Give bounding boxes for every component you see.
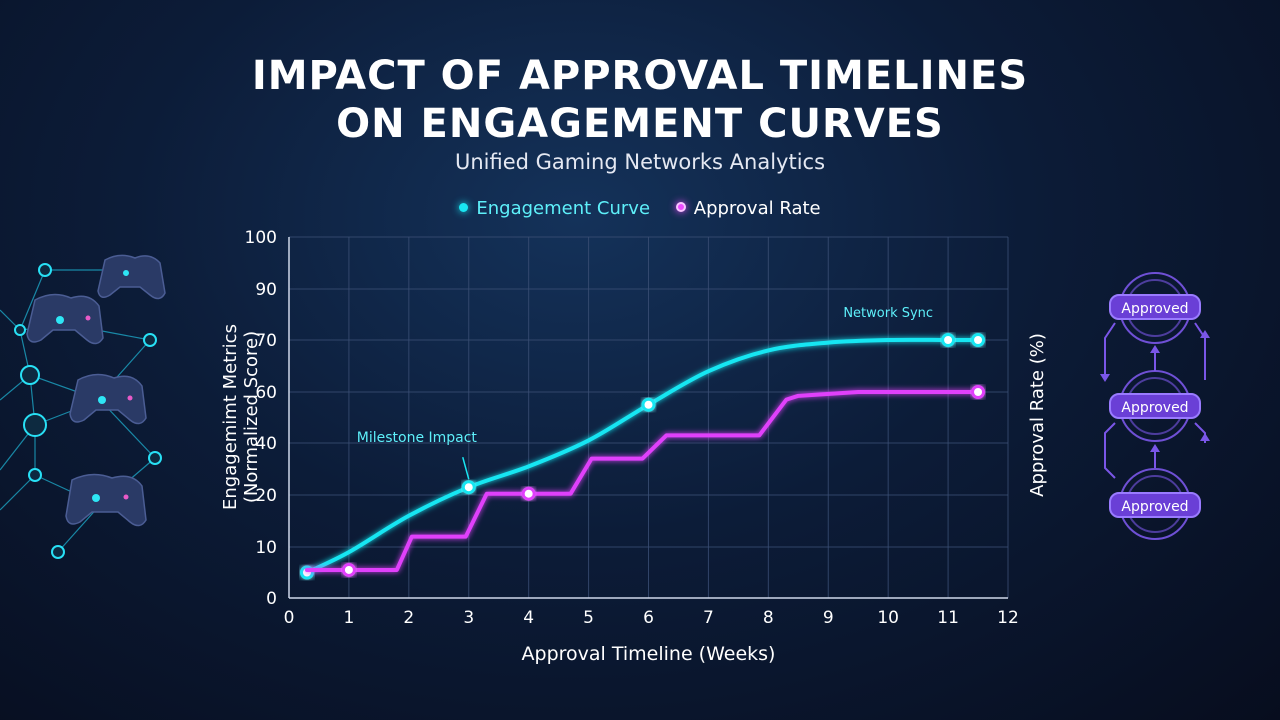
x-tick-label-10: 10: [877, 608, 899, 628]
x-axis-label: Approval Timeline (Weeks): [522, 643, 776, 665]
y-axis-label-right: Approval Rate (%): [1027, 333, 1048, 497]
approved-badge-3: Approved: [1109, 492, 1201, 518]
annotation-pointer-milestone: [462, 457, 470, 480]
y-tick-label-40: 40: [255, 434, 277, 454]
y-axis-label-left-line-2: (Normalized Score): [241, 331, 262, 503]
annotation-milestone-impact: Milestone Impact: [357, 430, 478, 446]
series-point-approval-0: [341, 562, 356, 577]
x-tick-label-3: 3: [463, 608, 474, 628]
y-tick-label-100: 100: [245, 228, 277, 248]
series-point-engagement-1: [461, 480, 476, 495]
legend-marker-approval: [675, 202, 686, 212]
x-tick-label-11: 11: [937, 608, 959, 628]
title-line-1: IMPACT OF APPROVAL TIMELINES: [251, 53, 1029, 99]
x-tick-label-4: 4: [523, 608, 534, 628]
y-tick-label-60: 60: [255, 383, 277, 403]
x-tick-label-8: 8: [763, 608, 774, 628]
chart-series: [299, 333, 986, 580]
x-tick-label-1: 1: [344, 608, 355, 628]
y-axis-label-left-line-1: Engagemimt Metrics: [220, 324, 241, 510]
x-tick-label-6: 6: [643, 608, 654, 628]
chart-title: IMPACT OF APPROVAL TIMELINES ON ENGAGEME…: [0, 52, 1280, 148]
legend-item-approval[interactable]: Approval Rate: [675, 198, 821, 219]
y-tick-label-90: 90: [255, 280, 277, 300]
y-axis-label-left: Engagemimt Metrics(Normalized Score): [220, 324, 262, 510]
gaming-network-illustration: [0, 254, 166, 559]
legend-marker-engagement: [459, 202, 469, 212]
x-tick-label-2: 2: [403, 608, 414, 628]
chart-legend: Engagement Curve Approval Rate: [0, 198, 1280, 219]
y-tick-label-70: 70: [255, 331, 277, 351]
x-tick-label-5: 5: [583, 608, 594, 628]
x-tick-label-9: 9: [823, 608, 834, 628]
chart-grid: [288, 236, 1009, 599]
title-line-2: ON ENGAGEMENT CURVES: [336, 101, 944, 147]
annotation-network-sync: Network Sync: [843, 306, 933, 321]
legend-label-engagement: Engagement Curve: [476, 198, 651, 219]
chart-subtitle: Unified Gaming Networks Analytics: [454, 150, 826, 174]
chart-labels: Approval Timeline (Weeks) Engagemimt Metr…: [220, 306, 1048, 665]
series-point-approval-2: [971, 385, 986, 399]
series-line-approval: [304, 390, 981, 572]
x-tick-label-7: 7: [703, 608, 714, 628]
approval-badges-illustration: Approved Approved Approved: [1100, 268, 1210, 548]
legend-item-engagement[interactable]: Engagement Curve: [459, 198, 650, 219]
legend-label-approval: Approval Rate: [693, 198, 821, 219]
x-tick-label-0: 0: [284, 608, 295, 628]
y-tick-label-10: 10: [255, 538, 277, 558]
y-tick-label-20: 20: [255, 486, 277, 506]
approved-badge-1: Approved: [1109, 294, 1201, 320]
series-point-engagement-2: [641, 397, 656, 412]
x-tick-label-12: 12: [997, 608, 1019, 628]
series-point-engagement-4: [971, 333, 986, 347]
series-point-engagement-3: [941, 333, 956, 347]
series-point-approval-1: [521, 486, 536, 501]
approved-badge-2: Approved: [1109, 393, 1201, 419]
y-tick-label-0: 0: [266, 589, 277, 609]
